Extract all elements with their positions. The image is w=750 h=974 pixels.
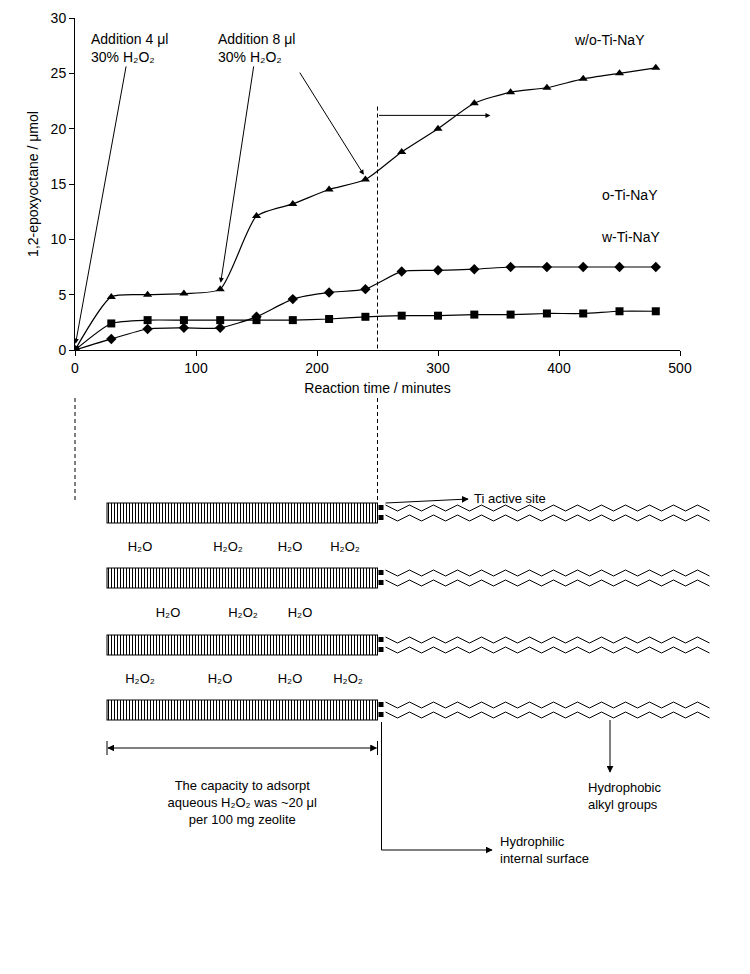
svg-text:5: 5 (58, 287, 66, 303)
svg-text:0: 0 (71, 360, 79, 376)
svg-text:Addition 8 μl30% H₂O₂: Addition 8 μl30% H₂O₂ (218, 31, 295, 65)
svg-text:500: 500 (668, 360, 692, 376)
svg-text:10: 10 (51, 231, 67, 247)
svg-text:15: 15 (51, 176, 67, 192)
svg-text:H₂O₂: H₂O₂ (213, 539, 243, 554)
svg-text:H₂O: H₂O (208, 671, 233, 686)
svg-text:H₂O₂: H₂O₂ (125, 671, 155, 686)
svg-text:o-Ti-NaY: o-Ti-NaY (602, 187, 658, 203)
svg-text:w-Ti-NaY: w-Ti-NaY (601, 229, 660, 245)
svg-text:Reaction time / minutes: Reaction time / minutes (304, 380, 450, 396)
svg-text:Hydrophilic: Hydrophilic (500, 834, 565, 849)
svg-text:The capacity to adsorpt: The capacity to adsorpt (175, 778, 311, 793)
svg-text:300: 300 (426, 360, 450, 376)
svg-text:H₂O: H₂O (156, 605, 181, 620)
svg-text:H₂O: H₂O (278, 539, 303, 554)
svg-text:400: 400 (547, 360, 571, 376)
svg-text:w/o-Ti-NaY: w/o-Ti-NaY (574, 32, 645, 48)
svg-text:H₂O₂: H₂O₂ (228, 605, 258, 620)
svg-text:internal surface: internal surface (500, 851, 589, 866)
svg-text:Hydrophobic: Hydrophobic (588, 780, 661, 795)
svg-text:Addition 4 μl30% H₂O₂: Addition 4 μl30% H₂O₂ (91, 31, 168, 65)
svg-text:H₂O₂: H₂O₂ (333, 671, 363, 686)
svg-text:200: 200 (305, 360, 329, 376)
svg-text:alkyl groups: alkyl groups (588, 797, 658, 812)
svg-text:H₂O₂: H₂O₂ (330, 539, 360, 554)
svg-text:1,2-epoxyoctane / μmol: 1,2-epoxyoctane / μmol (25, 111, 41, 257)
svg-text:per 100 mg zeolite: per 100 mg zeolite (189, 812, 296, 827)
svg-text:30: 30 (51, 10, 67, 26)
svg-text:20: 20 (51, 121, 67, 137)
svg-text:H₂O: H₂O (128, 539, 153, 554)
svg-text:Ti active site: Ti active site (474, 491, 546, 506)
svg-text:H₂O: H₂O (278, 671, 303, 686)
svg-text:100: 100 (184, 360, 208, 376)
svg-text:aqueous H₂O₂ was ~20 μl: aqueous H₂O₂ was ~20 μl (168, 795, 318, 810)
svg-text:0: 0 (58, 342, 66, 358)
svg-text:25: 25 (51, 65, 67, 81)
svg-text:H₂O: H₂O (288, 605, 313, 620)
